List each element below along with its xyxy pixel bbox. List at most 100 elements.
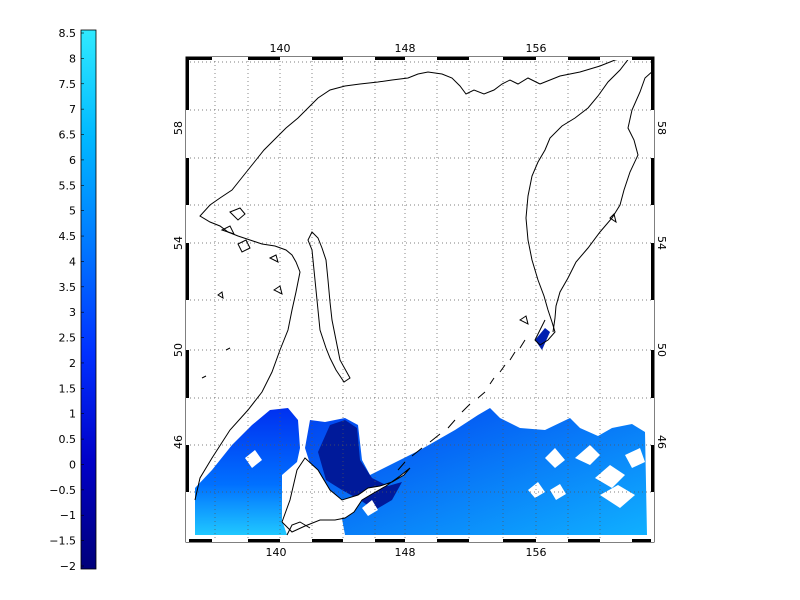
frame-bar-segment — [651, 205, 654, 243]
hokkaido-land — [282, 458, 410, 532]
lon-label-top-2: 156 — [526, 42, 547, 55]
lon-label-bottom-1: 148 — [395, 546, 416, 559]
mainland-coastline — [194, 71, 541, 501]
colorbar-tick-label: 5 — [69, 205, 76, 218]
lon-label-bottom-2: 156 — [526, 546, 547, 559]
colorbar-tick-label: 3.5 — [59, 281, 77, 294]
frame-bar-segment — [312, 57, 343, 60]
frame-bar-segment — [343, 57, 375, 60]
small-islands — [201, 213, 617, 379]
lat-label-left-3: 46 — [172, 435, 185, 449]
lat-label-right-3: 46 — [655, 435, 668, 449]
colorbar-tick-label: 7 — [69, 103, 76, 116]
colorbar-tick-label: 3 — [69, 306, 76, 319]
colorbar-gradient — [80, 29, 97, 570]
frame-bar-segment — [280, 57, 312, 60]
lon-label-top-1: 148 — [395, 42, 416, 55]
lat-label-right-2: 50 — [655, 343, 668, 357]
map-frame-scalebars — [186, 57, 654, 542]
sakhalin-coastline — [307, 231, 351, 383]
grid-lines — [186, 57, 654, 542]
frame-bar-segment — [568, 539, 600, 542]
colorbar: 8.5 8 7.5 7 6.5 6 5.5 5 4.5 4 3.5 3 2.5 2 1.5 1 0.5 0 −0.5… — [49, 27, 97, 573]
okhotsk-field — [305, 408, 647, 535]
frame-bar-segment — [632, 539, 654, 542]
frame-bar-segment — [503, 57, 536, 60]
colorbar-tick-label: −0.5 — [49, 484, 76, 497]
colorbar-tick-label: −2 — [60, 560, 76, 573]
colorbar-tick-label: 8.5 — [59, 27, 77, 40]
lat-label-right-0: 58 — [655, 121, 668, 135]
frame-bar-segment — [632, 57, 654, 60]
frame-bar-segment — [186, 445, 189, 492]
frame-bar-segment — [469, 539, 503, 542]
colorbar-tick-label: 0 — [69, 458, 76, 471]
frame-bar-segment — [405, 57, 437, 60]
frame-bar-segment — [651, 243, 654, 300]
frame-bar-segment — [600, 539, 632, 542]
lat-label-right-1: 54 — [655, 236, 668, 250]
colorbar-tick-label: 4 — [69, 255, 76, 268]
frame-bar-segment — [437, 57, 469, 60]
colorbar-tick-label: −1 — [60, 509, 76, 522]
lon-label-top-0: 140 — [270, 42, 291, 55]
sea-of-japan-field — [195, 408, 300, 535]
frame-bar-segment — [186, 110, 189, 158]
frame-bar-segment — [536, 57, 568, 60]
frame-bar-segment — [212, 57, 248, 60]
colorbar-ticks: 8.5 8 7.5 7 6.5 6 5.5 5 4.5 4 3.5 3 2.5 2 1.5 1 0.5 0 −0.5… — [49, 27, 84, 573]
frame-bar-segment — [186, 158, 189, 205]
frame-bar-segment — [651, 492, 654, 542]
frame-bar-segment — [186, 57, 212, 60]
frame-bar-segment — [212, 539, 248, 542]
frame-bar-segment — [186, 539, 212, 542]
colorbar-tick-label: 2 — [69, 357, 76, 370]
frame-bar-segment — [186, 398, 189, 445]
colorbar-tick-label: 6.5 — [59, 129, 77, 142]
kuril-islands — [397, 339, 526, 471]
shantar-islands — [220, 207, 251, 253]
frame-bar-segment — [651, 158, 654, 205]
lat-labels-right: 58 54 50 46 — [655, 121, 668, 449]
colorbar-tick-label: 7.5 — [59, 78, 77, 91]
frame-bar-segment — [186, 300, 189, 350]
lat-labels-left: 58 54 50 46 — [172, 121, 185, 449]
frame-bar-segment — [312, 539, 343, 542]
sst-field — [195, 328, 647, 535]
colorbar-tick-label: 5.5 — [59, 179, 77, 192]
map: 140 148 156 140 148 156 58 54 50 46 58 5… — [172, 42, 668, 559]
frame-bar-segment — [651, 300, 654, 350]
frame-bar-segment — [651, 110, 654, 158]
missing-data — [245, 405, 645, 516]
colorbar-tick-label: 6 — [69, 154, 76, 167]
lat-label-left-1: 54 — [172, 236, 185, 250]
frame-bar-segment — [375, 539, 405, 542]
frame-bar-segment — [600, 57, 632, 60]
frame-bar-segment — [469, 57, 503, 60]
hokkaido-coastline — [281, 457, 411, 533]
frame-bar-segment — [651, 350, 654, 398]
colorbar-tick-label: 8 — [69, 52, 76, 65]
frame-bar-segment — [536, 539, 568, 542]
cold-patch-kamchatka — [535, 328, 550, 350]
frame-bar-segment — [437, 539, 469, 542]
frame-bar-segment — [343, 539, 375, 542]
frame-bar-segment — [651, 445, 654, 492]
lon-label-bottom-0: 140 — [266, 546, 287, 559]
frame-bar-segment — [568, 57, 600, 60]
lon-labels-bottom: 140 148 156 — [266, 546, 547, 559]
frame-bar-segment — [248, 57, 280, 60]
colorbar-tick-label: 2.5 — [59, 332, 77, 345]
colorbar-tick-label: 4.5 — [59, 230, 77, 243]
colorbar-tick-label: 1 — [69, 408, 76, 421]
colorbar-tick-label: −1.5 — [49, 535, 76, 548]
lon-labels-top: 140 148 156 — [270, 42, 547, 55]
frame-bar-segment — [186, 205, 189, 243]
frame-bar-segment — [503, 539, 536, 542]
lat-label-left-2: 50 — [172, 343, 185, 357]
frame-bar-segment — [651, 57, 654, 110]
honshu-coastline — [286, 521, 311, 536]
frame-bar-segment — [248, 539, 280, 542]
kamchatka-east-coastline — [552, 69, 654, 333]
